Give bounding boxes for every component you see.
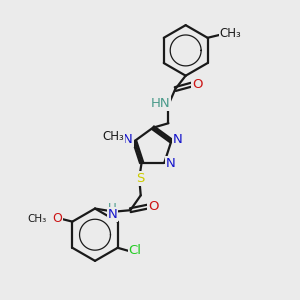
- Text: HN: HN: [150, 97, 170, 110]
- Text: CH₃: CH₃: [102, 130, 124, 143]
- Text: N: N: [108, 208, 117, 220]
- Text: N: N: [173, 133, 183, 146]
- Text: O: O: [192, 77, 203, 91]
- Text: Cl: Cl: [129, 244, 142, 257]
- Text: CH₃: CH₃: [27, 214, 46, 224]
- Text: H: H: [108, 202, 117, 214]
- Text: N: N: [123, 133, 133, 146]
- Text: CH₃: CH₃: [220, 27, 242, 40]
- Text: O: O: [52, 212, 62, 225]
- Text: O: O: [148, 200, 159, 213]
- Text: N: N: [166, 157, 176, 170]
- Text: S: S: [136, 172, 144, 185]
